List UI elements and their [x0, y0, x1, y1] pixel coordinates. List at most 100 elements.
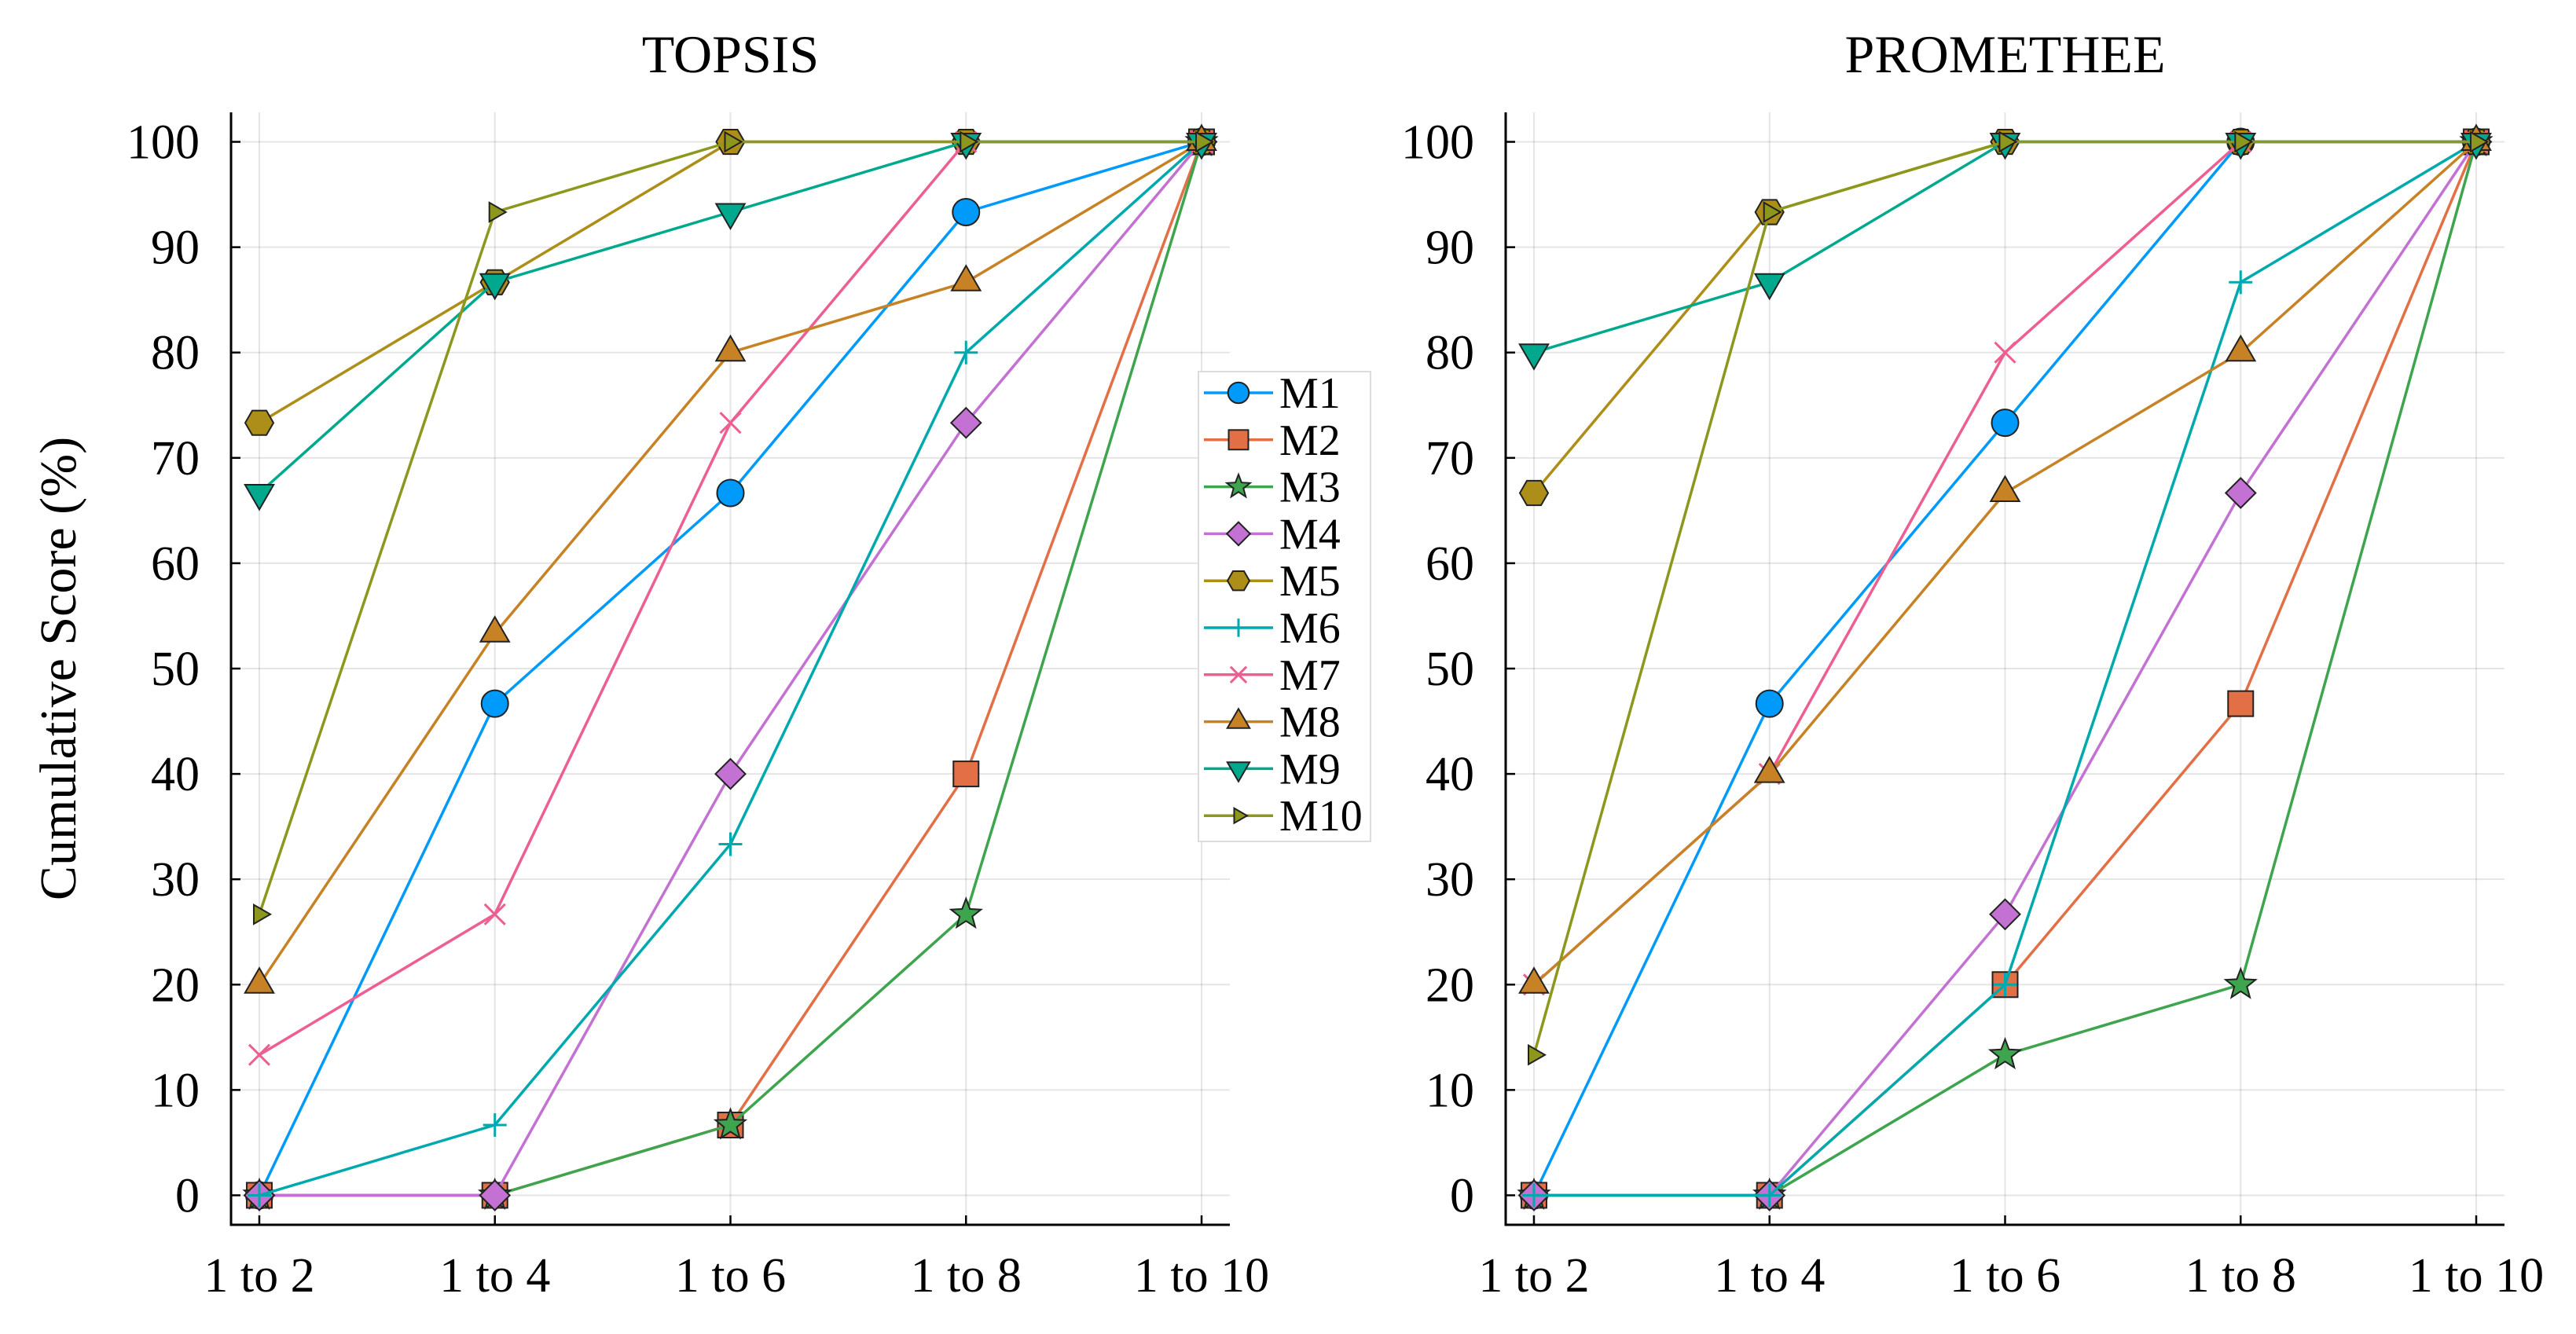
y-tick-label: 0: [1450, 1169, 1474, 1222]
data-point-marker: [479, 615, 511, 643]
data-point-marker: [2225, 334, 2257, 362]
x-tick-label: 1 to 8: [2185, 1249, 2296, 1303]
data-point-marker: [2223, 966, 2258, 999]
data-point-marker: [949, 406, 982, 439]
series-m10: [253, 130, 1214, 925]
data-point-marker: [714, 757, 747, 790]
y-tick-label: 0: [175, 1169, 200, 1222]
x-tick-label: 1 to 4: [439, 1249, 550, 1303]
data-point-marker: [1987, 1036, 2023, 1070]
legend-label: M5: [1279, 557, 1341, 606]
data-point-marker: [1753, 756, 1785, 783]
y-tick-label: 60: [1426, 537, 1474, 591]
legend-label: M2: [1279, 416, 1341, 465]
y-tick-label: 100: [1401, 116, 1474, 170]
y-tick-label: 80: [151, 327, 200, 380]
data-point-marker: [244, 484, 275, 511]
data-point-marker: [2234, 130, 2254, 153]
data-point-marker: [1994, 341, 2016, 364]
data-point-marker: [247, 1183, 271, 1208]
data-point-marker: [1753, 273, 1785, 301]
data-point-marker: [479, 273, 511, 301]
legend-entry: M9: [1204, 745, 1341, 793]
data-point-marker-stroke: [248, 1043, 271, 1066]
legend-label: M8: [1279, 698, 1341, 747]
legend-label: M10: [1279, 792, 1363, 841]
legend-label: M9: [1279, 745, 1341, 793]
panel-promethee: 0 10 20 30 40 50 60 70 80 90 100 1 to 2 1 to 4 1 to 6…: [1401, 24, 2544, 1303]
data-point-marker: [1998, 130, 2018, 153]
data-point-marker: [1521, 1183, 1546, 1208]
data-point-marker: [248, 1043, 271, 1066]
data-point-marker: [480, 689, 509, 718]
legend-marker: [1226, 707, 1251, 729]
y-tick-label: 10: [1426, 1064, 1474, 1117]
y-axis-label: Cumulative Score (%): [30, 437, 87, 900]
data-point-marker: [1757, 1183, 1782, 1208]
data-point-marker-stroke: [1994, 341, 2016, 364]
data-point-marker: [949, 896, 983, 929]
data-point-marker: [714, 334, 747, 362]
legend-label: M6: [1279, 604, 1341, 653]
y-tick-label: 60: [151, 537, 200, 591]
data-point-marker: [718, 832, 743, 856]
y-tick-label: 20: [1426, 958, 1474, 1012]
x-tick-label: 1 to 6: [675, 1249, 786, 1303]
data-point-marker: [2227, 690, 2255, 717]
legend-entry: M5: [1204, 557, 1341, 606]
y-tick-label: 30: [1426, 853, 1474, 907]
data-point-marker: [960, 130, 979, 153]
data-point-marker: [488, 201, 508, 223]
data-point-marker-stroke: [483, 903, 506, 925]
legend-entry: M8: [1204, 698, 1341, 747]
y-tick-label: 90: [151, 222, 200, 275]
data-point-marker: [1195, 130, 1214, 153]
legend-label: M3: [1279, 464, 1341, 512]
legend-label: M1: [1279, 369, 1341, 418]
legend-entry: M6: [1204, 604, 1341, 653]
y-tick-label: 50: [151, 643, 200, 696]
data-point-marker: [483, 903, 506, 925]
legend-entry: M3: [1204, 464, 1341, 512]
y-tick-label: 40: [1426, 748, 1474, 801]
data-point-marker: [1993, 973, 2017, 997]
legend-marker: [1229, 665, 1248, 684]
legend-entry: M4: [1204, 510, 1341, 559]
data-point-marker: [724, 130, 743, 153]
data-point-marker: [1763, 201, 1782, 223]
data-point-marker: [1518, 343, 1550, 371]
data-point-marker: [713, 1107, 748, 1140]
data-point-marker: [719, 412, 742, 434]
legend-marker: [1225, 521, 1252, 547]
data-point-marker: [952, 760, 980, 788]
legend-marker: [1227, 381, 1250, 405]
data-point-marker: [2229, 270, 2253, 295]
data-point-marker-stroke: [719, 412, 742, 434]
legend-marker: [1226, 761, 1251, 783]
legend-label: M7: [1279, 651, 1341, 700]
y-tick-label: 100: [127, 116, 200, 170]
panel-topsis: 0 10 20 30 40 50 60 70 80 90 100 1 to 2 1 to 4 1 to 6…: [30, 24, 1269, 1303]
series-m10: [1528, 130, 2489, 1066]
data-point-marker: [1518, 479, 1550, 507]
y-tick-label: 70: [151, 432, 200, 486]
y-tick-label: 30: [151, 853, 200, 907]
data-point-marker: [1989, 475, 2021, 502]
legend-marker: [1224, 472, 1253, 499]
data-point-marker: [1528, 1043, 1547, 1066]
data-point-marker: [952, 197, 981, 226]
x-tick-label: 1 to 6: [1950, 1249, 2060, 1303]
y-tick-label: 10: [151, 1064, 200, 1117]
data-point-marker: [1518, 966, 1550, 994]
x-tick-label: 1 to 8: [911, 1249, 1022, 1303]
data-point-marker: [479, 1179, 512, 1211]
legend-marker: [1229, 618, 1248, 637]
chart-title: PROMETHEE: [1845, 24, 2166, 84]
x-tick-label: 1 to 10: [1134, 1249, 1269, 1303]
data-point-marker: [253, 903, 272, 925]
legend-entry: M1: [1204, 369, 1341, 418]
data-point-marker: [714, 203, 747, 230]
y-tick-label: 40: [151, 748, 200, 801]
